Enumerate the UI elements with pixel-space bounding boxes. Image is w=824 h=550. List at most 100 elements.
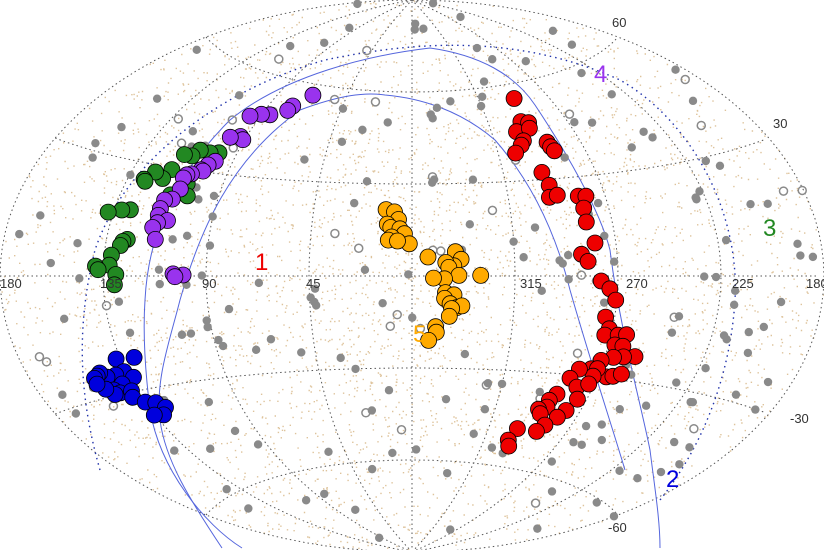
grey-point [168,235,177,244]
grey-point [320,38,329,47]
grey-ring-point [176,138,187,148]
group-3-point [175,146,193,164]
grey-point [244,504,253,513]
group-1-point [577,213,595,231]
grey-point [426,110,435,119]
group-2-label: 2 [666,466,679,493]
grey-point [324,447,333,457]
group-1-point [548,186,566,204]
grey-point [205,241,215,250]
grey-point [672,378,681,387]
group-2-point [88,375,106,393]
x-tick-label: 225 [732,276,754,291]
group-1-point [586,234,604,252]
grey-point [411,445,421,454]
grey-point [286,41,295,51]
grey-point [230,426,240,436]
grey-point [468,175,478,184]
grey-point [469,429,478,438]
group-5-point [450,266,468,284]
parallel-line [205,459,617,516]
series-group-2 [86,348,174,424]
grey-point [404,270,413,279]
grey-point [197,271,207,280]
grey-point [208,212,217,221]
grey-point [301,496,311,505]
grey-point [569,438,578,447]
grey-point [547,457,557,466]
grey-point [592,498,601,507]
group-3-label: 3 [763,215,776,242]
grey-point [456,12,465,22]
x-tick-label: 270 [626,276,648,291]
grey-ring-point [572,348,583,359]
grey-point [351,505,360,515]
grey-point [597,435,607,445]
grey-point [488,55,497,64]
grey-point [692,195,701,204]
grey-point [675,460,684,469]
series-group-4 [144,86,322,286]
grey-ring-point [361,408,371,418]
group-labels: 1 2 3 4 5 [255,61,776,493]
grey-point [688,96,698,106]
grey-point [71,409,81,418]
grey-point [685,443,694,452]
grey-point [633,474,642,483]
grey-point [408,313,417,322]
grey-point [744,327,753,337]
grey-point [125,328,135,338]
grey-point [378,298,387,308]
grey-ring-point [227,115,238,125]
grey-point [465,220,475,229]
grey-point [587,118,597,127]
x-tick-label: 180 [806,276,824,291]
y-tick-label: -30 [790,411,809,426]
grey-point [202,316,211,325]
y-tick-label: -60 [608,520,627,535]
grey-ring-point [101,300,112,311]
grey-ring-point [330,228,340,239]
grey-point [731,390,741,399]
grey-point [715,161,725,170]
grey-point [564,275,573,284]
grey-point [535,387,544,397]
grey-ring-point [427,172,438,182]
grey-ring-point [392,309,402,320]
grey-ring-point [481,380,492,390]
group-1-point [528,422,545,440]
grey-point [383,118,392,127]
grey-point [746,199,755,209]
grey-point [509,237,518,246]
grey-point [88,153,97,162]
grey-ring-point [576,270,587,280]
grey-point [310,284,320,293]
x-tick-label: 135 [100,276,122,291]
grey-point [743,348,753,358]
group-1-point [579,252,597,270]
group-1-point [575,199,593,217]
grey-point [581,421,591,431]
grey-ring-point [487,205,498,216]
grey-point [46,258,55,268]
grey-point [656,467,666,477]
grey-point [667,328,677,337]
group-1-point [546,142,563,160]
grey-point [362,177,372,186]
grey-point [567,40,577,49]
grey-point [177,330,187,339]
grey-point [597,420,606,429]
grey-point [599,298,609,307]
grey-ring-point [353,243,364,254]
grey-point [170,446,179,455]
group-4-point [241,107,259,125]
meridian-line [308,0,413,550]
grey-point [320,489,329,499]
grey-point [204,397,214,407]
grey-point [476,101,486,111]
grey-point [519,253,528,262]
series-group-1 [499,90,644,455]
tick-labels: 18013590453152702251806030-30-60 [0,15,824,535]
grey-point [600,231,609,241]
group-3-point [99,203,117,221]
